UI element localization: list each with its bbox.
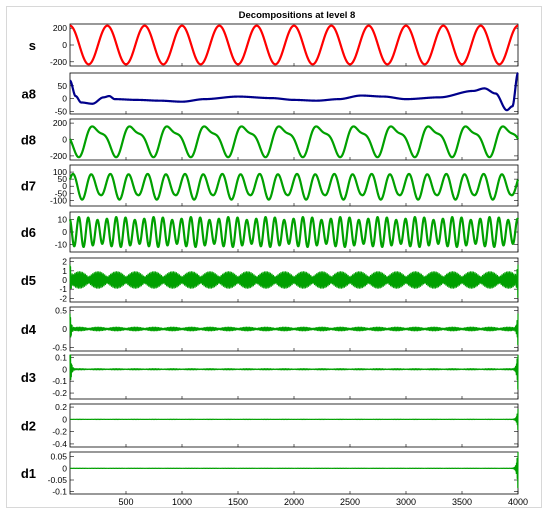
ytick-label-d7: -50	[55, 188, 68, 198]
ytick-label-d2: -0.4	[52, 439, 67, 449]
ytick-label-d3: -0.1	[52, 376, 67, 386]
xtick-label: 1000	[172, 497, 192, 507]
ytick-label-d2: -0.2	[52, 427, 67, 437]
ytick-label-d2: 0.2	[55, 402, 67, 412]
xtick-label: 500	[118, 497, 133, 507]
xtick-label: 3500	[452, 497, 472, 507]
panels-group: s2000-200a8500-50d82000-200d7100500-50-1…	[21, 23, 520, 497]
panel-d5: d5 210-1-2	[21, 257, 519, 303]
series-line-a8	[69, 72, 519, 112]
ytick-label-d1: -0.1	[52, 487, 67, 497]
ytick-label-d4: -0.5	[52, 342, 67, 352]
ytick-label-d7: 100	[53, 167, 67, 177]
ytick-label-d8: -200	[50, 151, 67, 161]
series-line-s	[69, 24, 519, 66]
ytick-label-d3: -0.2	[52, 388, 67, 398]
ytick-label-a8: 0	[62, 94, 67, 104]
ytick-label-d6: 10	[58, 215, 68, 225]
panel-box-d3	[69, 354, 519, 400]
chart-title: Decompositions at level 8	[239, 10, 356, 21]
ytick-label-d3: 0.1	[55, 352, 67, 362]
ytick-label-d5: -2	[59, 293, 67, 303]
series-line-d5	[69, 264, 519, 298]
series-line-d7	[68, 172, 520, 201]
xtick-label: 2500	[340, 497, 360, 507]
ytick-label-d8: 0	[62, 135, 67, 145]
panel-label-d3: d3	[21, 370, 36, 385]
series-line-d8	[69, 125, 519, 159]
panel-label-s: s	[29, 38, 36, 53]
panel-label-d5: d5	[21, 273, 36, 288]
panel-box-d7	[69, 164, 519, 207]
panel-box-s	[69, 23, 519, 67]
ytick-label-d4: 0.5	[55, 306, 67, 316]
ytick-label-s: -200	[50, 57, 67, 67]
ytick-label-d1: -0.05	[48, 475, 68, 485]
panel-label-d4: d4	[21, 322, 37, 337]
series-line-d3	[69, 354, 519, 390]
panel-d4: d4 0.5 0 -0.5	[21, 306, 519, 352]
ytick-label-d1: 0	[62, 463, 67, 473]
panel-d1: d1 0.050 -0.05 -0.1	[21, 451, 519, 497]
panel-box-d1	[69, 451, 519, 495]
ytick-label-s: 0	[62, 40, 67, 50]
ytick-label-d7: -100	[50, 195, 67, 205]
panel-d6: d6 10 0 -10	[21, 211, 519, 253]
panel-a8: a8 50 0 -50	[22, 72, 519, 116]
ytick-label-d6: 0	[62, 227, 67, 237]
panel-box-a8	[69, 72, 519, 115]
panel-label-d7: d7	[21, 179, 36, 194]
ytick-label-d5: 1	[62, 266, 67, 276]
ytick-label-d1: 0.05	[50, 452, 67, 462]
xtick-label: 2000	[284, 497, 304, 507]
panel-s: s 200 0 -200	[29, 23, 519, 67]
series-line-d2	[69, 409, 519, 431]
ytick-label-d5: 0	[62, 275, 67, 285]
series-line-d6	[68, 216, 519, 249]
panel-d2: d2 0.2 0 -0.2 -0.4	[21, 402, 519, 449]
ytick-label-a8: -50	[55, 106, 68, 116]
panel-d3: d3 0.1 0 -0.1 -0.2	[21, 352, 519, 400]
ytick-label-a8: 50	[58, 81, 68, 91]
xtick-label: 3000	[396, 497, 416, 507]
xtick-label: 1500	[228, 497, 248, 507]
panel-label-a8: a8	[22, 87, 36, 102]
panel-label-d8: d8	[21, 133, 36, 148]
ytick-label-d7: 0	[62, 181, 67, 191]
x-axis: 500 1000 1500 2000 2500 3000 3500 4000	[118, 497, 528, 507]
ytick-label-s: 200	[53, 23, 67, 33]
ytick-label-d3: 0	[62, 364, 67, 374]
panel-label-d2: d2	[21, 419, 36, 434]
xtick-label: 4000	[508, 497, 528, 507]
ytick-label-d2: 0	[62, 414, 67, 424]
panel-label-d6: d6	[21, 225, 36, 240]
ytick-label-d6: -10	[55, 240, 68, 250]
panel-d8: d8 200 0 -200	[21, 118, 519, 161]
ytick-label-d7: 50	[58, 174, 68, 184]
series-line-d4	[69, 313, 519, 346]
ytick-label-d5: -1	[59, 284, 67, 294]
ytick-label-d8: 200	[53, 118, 67, 128]
panel-box-d2	[69, 403, 519, 448]
ytick-label-d5: 2	[62, 257, 67, 267]
ytick-label-d4: 0	[62, 324, 67, 334]
panel-label-d1: d1	[21, 466, 36, 481]
series-line-d1	[69, 451, 519, 489]
